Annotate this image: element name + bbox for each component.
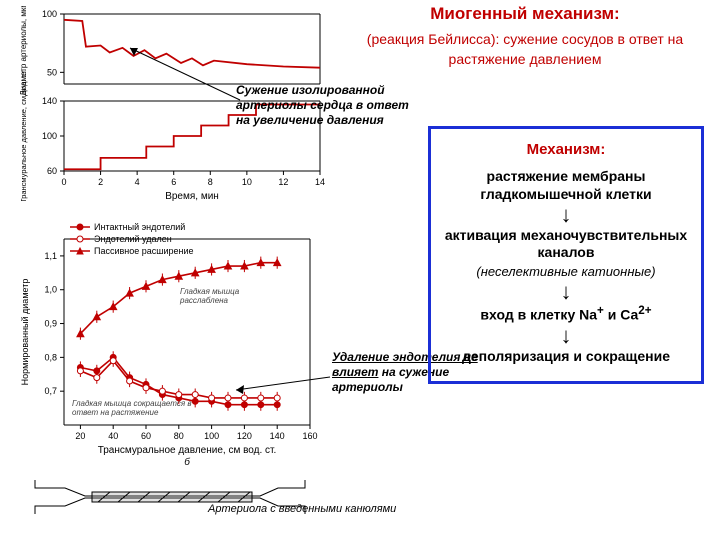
chart-b-label-contracts: Гладкая мышца сокращается в ответ на рас… [72,400,212,418]
title-block: Миогенный механизм: (реакция Бейлисса): … [340,4,710,69]
svg-text:60: 60 [47,166,57,176]
mechanism-step3: вход в клетку Na+ и Са2+ [439,304,693,324]
svg-text:0,8: 0,8 [44,352,57,362]
down-arrow-icon: ↓ [439,282,693,302]
mechanism-step4: деполяризация и сокращение [439,348,693,366]
svg-text:160: 160 [302,431,317,441]
mechanism-step2-note: (неселективные катионные) [439,264,693,280]
svg-text:60: 60 [141,431,151,441]
svg-text:100: 100 [42,9,57,19]
svg-text:Нормированный диаметр: Нормированный диаметр [20,279,30,386]
mechanism-step2: активация механочувствительных каналов [439,227,693,262]
svg-text:0: 0 [61,177,66,187]
svg-text:12: 12 [278,177,288,187]
cannula-caption: Артериола с введенными канюлями [208,503,396,515]
mechanism-step1: растяжение мембраны гладкомышечной клетк… [439,168,693,203]
chart-b-svg: 20 40 60 80 100 120 140 160 Трансмуральное давле… [10,215,330,475]
title-sub: (реакция Бейлисса): сужение сосудов в от… [340,30,710,69]
svg-text:0,9: 0,9 [44,319,57,329]
svg-text:Трансмуральное давление, см во: Трансмуральное давление, см вод. ст. [98,445,277,456]
svg-text:140: 140 [42,96,57,106]
svg-text:б: б [184,456,190,468]
svg-text:1,0: 1,0 [44,285,57,295]
svg-text:1,1: 1,1 [44,251,57,261]
svg-text:8: 8 [208,177,213,187]
down-arrow-icon: ↓ [439,326,693,346]
annotation-a: Сужение изолированной артериолы сердца в… [236,83,416,128]
mechanism-box: Механизм: растяжение мембраны гладкомыше… [428,126,704,384]
mechanism-title: Механизм: [439,141,693,158]
svg-text:140: 140 [270,431,285,441]
svg-text:0,7: 0,7 [44,386,57,396]
annotation-a-arrow [120,40,260,110]
svg-text:Интактный эндотелий: Интактный эндотелий [94,222,185,232]
svg-text:Пассивное расширение: Пассивное расширение [94,246,194,256]
svg-text:80: 80 [174,431,184,441]
svg-text:50: 50 [47,67,57,77]
svg-text:6: 6 [171,177,176,187]
svg-text:4: 4 [135,177,140,187]
svg-text:100: 100 [42,131,57,141]
svg-text:10: 10 [242,177,252,187]
svg-text:120: 120 [237,431,252,441]
svg-text:14: 14 [315,177,325,187]
svg-text:2: 2 [98,177,103,187]
svg-text:20: 20 [75,431,85,441]
svg-text:Время, мин: Время, мин [165,191,219,201]
svg-text:Трансмуральное давление, см во: Трансмуральное давление, см вод. ст. [19,69,28,201]
svg-text:Эндотелий удален: Эндотелий удален [94,234,172,244]
svg-text:40: 40 [108,431,118,441]
chart-b: 20 40 60 80 100 120 140 160 Трансмуральное давле… [10,215,330,475]
annotation-b-arrow [230,372,340,402]
title-main: Миогенный механизм: [340,4,710,24]
svg-text:100: 100 [204,431,219,441]
down-arrow-icon: ↓ [439,205,693,225]
chart-b-label-relaxed: Гладкая мышца расслаблена [180,288,270,306]
